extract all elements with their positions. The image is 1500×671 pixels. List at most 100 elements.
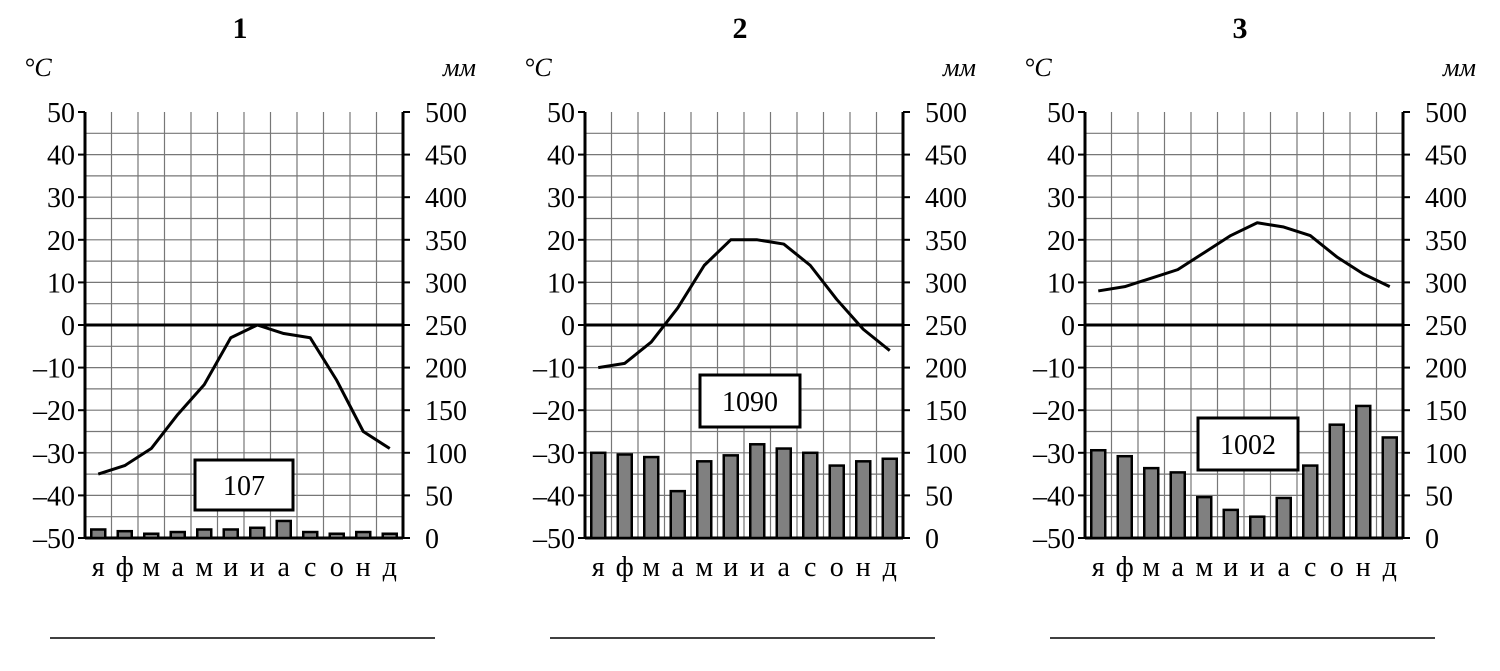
annual-precip-box <box>193 458 295 512</box>
precip-unit-label: мм <box>942 53 976 82</box>
temp-tick-label: 0 <box>61 311 75 342</box>
temp-tick-label: –30 <box>532 439 575 470</box>
precip-bar <box>1116 454 1133 540</box>
precip-tick-label: 250 <box>1425 311 1467 342</box>
precip-bar <box>169 530 186 540</box>
precip-bar <box>643 455 660 540</box>
climatogram-2: 2 °C мм 50 40 30 20 10 0 –10 –20 –30 –40 –50 500 450 400… <box>500 0 1000 671</box>
precip-bar <box>1169 471 1186 540</box>
precip-bar <box>1381 436 1398 540</box>
temp-tick-label: 30 <box>547 183 575 214</box>
month-label: м <box>695 552 713 583</box>
precip-tick-label: 50 <box>925 481 953 512</box>
precip-tick-label: 200 <box>1425 354 1467 385</box>
month-label: м <box>1195 552 1213 583</box>
precip-bar <box>1249 515 1266 540</box>
month-label: и <box>223 552 238 583</box>
temp-tick-label: 10 <box>47 268 75 299</box>
temp-tick-label: –30 <box>32 439 75 470</box>
precip-tick-label: 350 <box>925 226 967 257</box>
month-label: и <box>750 552 765 583</box>
precip-bar <box>775 447 792 540</box>
precip-bar <box>696 460 713 540</box>
month-label: о <box>830 552 844 583</box>
precip-bar <box>1143 466 1160 540</box>
annual-precip-box <box>1196 416 1300 472</box>
precip-tick-label: 50 <box>425 481 453 512</box>
month-label: и <box>1250 552 1265 583</box>
precip-tick-label: 250 <box>925 311 967 342</box>
temp-unit-label: °C <box>524 53 552 82</box>
temp-tick-label: –40 <box>1032 481 1075 512</box>
temp-tick-label: 30 <box>47 183 75 214</box>
month-label: с <box>1304 552 1316 583</box>
precip-unit-label: мм <box>1442 53 1476 82</box>
temp-tick-label: 40 <box>47 141 75 172</box>
precip-bar <box>802 451 819 540</box>
month-label: с <box>304 552 316 583</box>
temp-tick-label: –50 <box>1032 524 1075 555</box>
precip-tick-label: 100 <box>925 439 967 470</box>
precip-tick-label: 150 <box>425 396 467 427</box>
precip-bar <box>143 532 160 540</box>
chart-svg: 3°C мм50403020100–10–20–30–40–50500450400… <box>1024 12 1476 639</box>
temp-tick-label: –50 <box>32 524 75 555</box>
temp-unit-label: °C <box>1024 53 1052 82</box>
month-label: о <box>1330 552 1344 583</box>
precip-bar <box>590 451 607 540</box>
temp-tick-label: 20 <box>1047 226 1075 257</box>
temperature-line <box>97 323 391 476</box>
precip-unit-label: мм <box>442 53 476 82</box>
precip-bar <box>381 532 398 540</box>
month-label: я <box>92 552 105 583</box>
temp-tick-label: –10 <box>32 354 75 385</box>
precip-bar <box>1328 423 1345 540</box>
chart-title: 3 <box>1233 12 1248 45</box>
precip-bar <box>222 528 239 540</box>
month-label: м <box>642 552 660 583</box>
annual-precip-value: 107 <box>223 471 265 502</box>
temp-tick-label: 0 <box>561 311 575 342</box>
month-label: м <box>195 552 213 583</box>
precip-tick-label: 300 <box>925 268 967 299</box>
chart-svg: 2°C мм50403020100–10–20–30–40–50500450400… <box>524 12 976 639</box>
precip-bar <box>1355 404 1372 540</box>
precip-bar <box>275 519 292 540</box>
month-label: н <box>356 552 371 583</box>
precip-tick-label: 500 <box>425 98 467 129</box>
precip-bar <box>616 453 633 540</box>
precip-tick-label: 250 <box>425 311 467 342</box>
temp-tick-label: –50 <box>532 524 575 555</box>
month-label: а <box>1278 552 1291 583</box>
annual-precip-value: 1002 <box>1220 430 1276 461</box>
temp-unit-label: °C <box>24 53 52 82</box>
precip-tick-label: 300 <box>1425 268 1467 299</box>
precip-bar <box>1222 508 1239 540</box>
temp-tick-label: 50 <box>47 98 75 129</box>
precip-bar <box>1302 464 1319 540</box>
precip-bar <box>722 454 739 540</box>
precip-bar <box>855 460 872 540</box>
precip-tick-label: 450 <box>425 141 467 172</box>
precip-bar <box>355 530 372 540</box>
precip-bar <box>196 528 213 540</box>
precip-tick-label: 100 <box>425 439 467 470</box>
month-label: и <box>1223 552 1238 583</box>
precip-tick-label: 350 <box>1425 226 1467 257</box>
precip-tick-label: 0 <box>925 524 939 555</box>
precip-tick-label: 150 <box>1425 396 1467 427</box>
precip-bar <box>1196 495 1213 540</box>
month-label: д <box>383 552 397 583</box>
temp-tick-label: –40 <box>532 481 575 512</box>
grid <box>585 112 903 538</box>
month-label: я <box>1092 552 1105 583</box>
month-label: а <box>172 552 185 583</box>
month-label: а <box>672 552 685 583</box>
temp-tick-label: 50 <box>1047 98 1075 129</box>
precip-bar <box>749 443 766 540</box>
temp-tick-label: 40 <box>1047 141 1075 172</box>
chart-title: 1 <box>233 12 248 45</box>
precip-tick-label: 200 <box>425 354 467 385</box>
precip-tick-label: 500 <box>925 98 967 129</box>
temp-tick-label: 20 <box>547 226 575 257</box>
